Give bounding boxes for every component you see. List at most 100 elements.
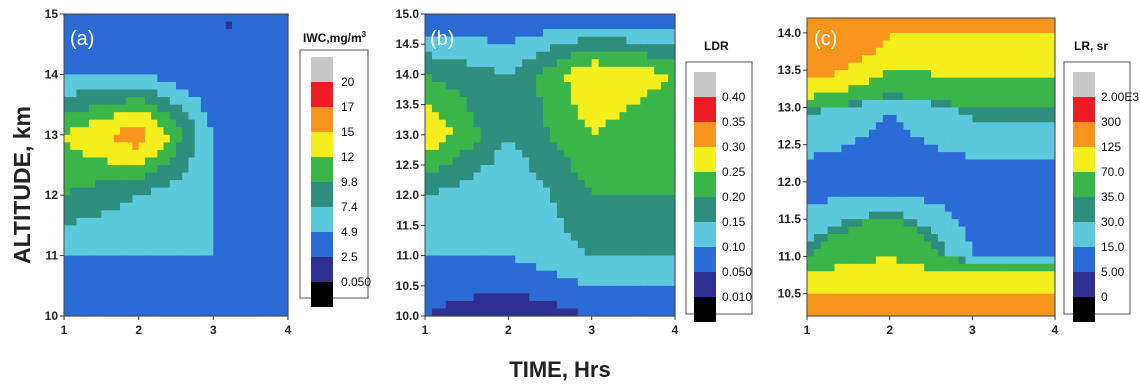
panel-b-legend-swatch [694, 197, 716, 222]
panel-b-contour-cell [550, 217, 558, 226]
panel-b-contour-cell [598, 59, 607, 68]
panel-a-contour-cell [169, 308, 177, 317]
panel-a-contour-cell [256, 210, 264, 219]
panel-a-contour-cell [182, 97, 190, 106]
panel-b-contour-cell [425, 232, 433, 242]
panel-c-contour-cell [903, 196, 911, 205]
panel-a-contour-cell [144, 285, 152, 294]
panel-b-contour-cell [529, 165, 537, 174]
panel-b-contour-cell [570, 172, 579, 181]
panel-a-contour-cell [113, 202, 121, 211]
panel-b-contour-cell [654, 104, 662, 113]
panel-b-contour-cell [431, 89, 440, 98]
panel-b-contour-cell [445, 149, 454, 159]
panel-b-contour-cell [487, 97, 496, 106]
panel-a-contour-cell [132, 51, 140, 60]
panel-b-contour-cell [508, 119, 516, 128]
panel-a-contour-cell [138, 97, 146, 106]
panel-b-contour-cell [550, 278, 558, 287]
panel-c-contour-cell [999, 107, 1008, 116]
panel-c-contour-cell [931, 25, 939, 34]
panel-c-contour-cell [1041, 62, 1049, 71]
panel-c-contour-cell [958, 99, 967, 108]
panel-a-contour-cell [244, 240, 252, 249]
panel-a-contour-cell [188, 36, 196, 45]
panel-a-contour-cell [182, 127, 190, 136]
panel-c-contour-cell [1027, 129, 1035, 138]
panel-c-contour-cell [1006, 211, 1015, 220]
panel-b-contour-cell [487, 134, 496, 143]
panel-a-legend-swatch [311, 107, 333, 132]
panel-c-contour-cell [882, 152, 891, 161]
panel-b-contour-cell [494, 51, 502, 60]
panel-a-contour-cell [70, 248, 78, 257]
panel-b-contour-cell [619, 217, 627, 226]
panel-b-contour-cell [668, 308, 676, 317]
panel-a-contour-cell [194, 285, 202, 294]
panel-b-contour-cell [654, 263, 662, 272]
panel-b-contour-cell [536, 29, 544, 38]
panel-c-contour-cell [944, 70, 953, 79]
panel-a-contour-cell [194, 134, 202, 143]
panel-a-contour-cell [163, 112, 171, 121]
panel-a-contour-cell [225, 217, 233, 226]
panel-c-contour-cell [1013, 92, 1022, 101]
panel-a-contour-cell [151, 81, 158, 91]
panel-a-contour-cell [88, 142, 96, 151]
panel-c-contour-cell [896, 301, 905, 310]
panel-a-contour-cell [163, 278, 171, 287]
panel-a-contour-cell [232, 112, 239, 121]
panel-c-contour-cell [903, 137, 911, 146]
panel-c-contour-cell [882, 241, 891, 250]
panel-b-contour-cell [536, 165, 544, 174]
panel-c-contour-cell [944, 99, 953, 108]
panel-c-contour-cell [1048, 248, 1056, 257]
panel-b-contour-cell [577, 149, 586, 159]
panel-a-contour-cell [76, 202, 84, 211]
panel-b-contour-cell [612, 293, 621, 302]
panel-a-contour-cell [95, 21, 102, 30]
panel-c-contour-cell [855, 278, 863, 287]
panel-c-contour-cell [882, 263, 891, 272]
panel-c-contour-cell [827, 92, 836, 101]
panel-a-contour-cell [138, 180, 146, 189]
panel-b-contour-cell [425, 157, 433, 166]
panel-a-contour-cell [120, 210, 127, 219]
panel-c-contour-cell [924, 55, 932, 64]
panel-a-contour-cell [244, 300, 252, 310]
panel-b-contour-cell [529, 14, 537, 23]
panel-c-contour-cell [1006, 234, 1015, 243]
panel-b-contour-cell [508, 240, 516, 249]
panel-c-contour-cell [834, 271, 843, 280]
panel-c-contour-cell [807, 278, 815, 287]
panel-b-contour-cell [459, 97, 468, 106]
panel-c-contour-cell [862, 85, 870, 94]
panel-c-contour-cell [834, 32, 843, 41]
panel-a-contour-cell [132, 225, 140, 234]
panel-b-contour-cell [619, 300, 627, 310]
panel-c-contour-cell [931, 32, 939, 41]
panel-c-contour-cell [1027, 181, 1035, 190]
panel-b-contour-cell [647, 157, 655, 166]
panel-c-contour-cell [807, 92, 815, 101]
panel-a-contour-cell [188, 44, 196, 53]
panel-c-contour-cell [924, 278, 932, 287]
panel-b-contour-cell [654, 278, 662, 287]
panel-a-contour-cell [219, 232, 227, 242]
panel-a-contour-cell [126, 142, 134, 151]
panel-c-contour-cell [972, 181, 980, 190]
panel-a-contour-cell [101, 195, 109, 204]
panel-b-contour-cell [543, 97, 551, 106]
panel-b-contour-cell [494, 180, 502, 189]
panel-a-contour-cell [244, 217, 252, 226]
panel-b-contour-cell [431, 270, 440, 279]
panel-b-contour-cell [550, 172, 558, 181]
panel-c-contour-cell [965, 107, 973, 116]
panel-c-contour-cell [820, 293, 829, 302]
panel-b-contour-cell [591, 202, 600, 211]
panel-a-legend-level: 2.5 [341, 250, 358, 264]
panel-a-contour-cell [238, 187, 246, 196]
panel-a-contour-cell [151, 187, 158, 196]
panel-c-contour-cell [869, 137, 877, 146]
panel-a-contour-cell [82, 14, 90, 23]
